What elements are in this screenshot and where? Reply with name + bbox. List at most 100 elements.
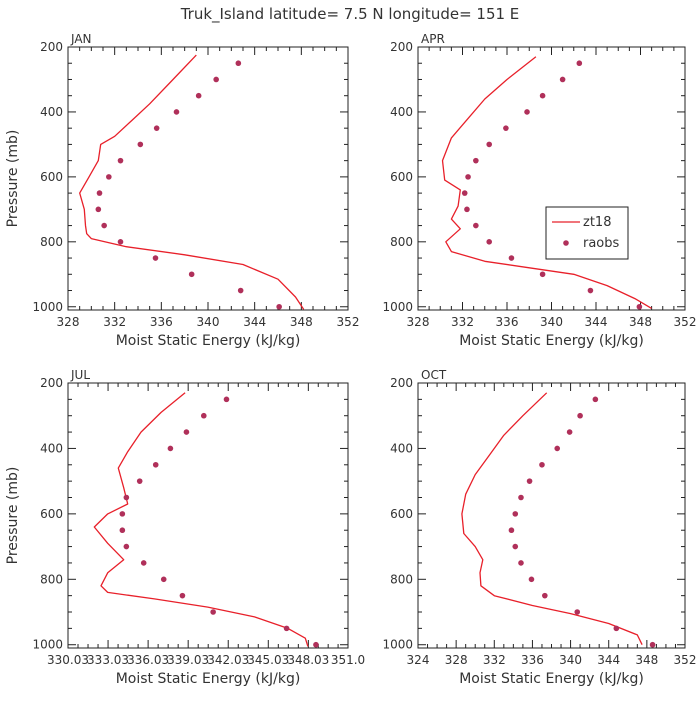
data-point-raobs xyxy=(237,287,244,294)
x-axis-label: Moist Static Energy (kJ/kg) xyxy=(459,333,644,349)
data-point-raobs xyxy=(473,157,479,164)
data-point-raobs xyxy=(566,429,573,435)
x-axis-label: Moist Static Energy (kJ/kg) xyxy=(116,333,301,349)
series-line-zt18 xyxy=(93,392,309,647)
y-tick-label: 400 xyxy=(390,105,413,119)
x-tick-label: 328 xyxy=(407,315,430,329)
data-point-raobs xyxy=(613,625,620,632)
data-point-raobs xyxy=(223,396,230,403)
legend-model-label: zt18 xyxy=(583,215,611,230)
data-point-raobs xyxy=(636,303,643,310)
data-point-raobs xyxy=(152,255,159,261)
data-point-raobs xyxy=(508,527,515,534)
y-tick-label: 800 xyxy=(40,235,63,249)
data-point-raobs xyxy=(512,511,519,517)
y-tick-label: 200 xyxy=(390,376,413,390)
x-tick-label: 342.03 xyxy=(207,653,249,667)
data-point-raobs xyxy=(136,478,143,484)
y-axis-label: Pressure (mb) xyxy=(5,467,21,565)
data-point-raobs xyxy=(167,445,174,452)
data-point-raobs xyxy=(95,206,102,213)
data-point-raobs xyxy=(96,190,103,196)
y-tick-label: 200 xyxy=(40,40,63,54)
panels: JAN 328 332 336 340 344 348 352 200 400 600 800 1000… xyxy=(5,32,696,687)
data-point-raobs xyxy=(649,641,656,648)
data-point-raobs xyxy=(123,543,130,550)
data-point-raobs xyxy=(539,271,546,278)
x-tick-label: 324 xyxy=(407,653,430,667)
data-point-raobs xyxy=(542,592,548,599)
y-tick-label: 400 xyxy=(40,441,63,455)
data-point-raobs xyxy=(152,461,159,468)
x-tick-label: 348 xyxy=(635,653,658,667)
y-tick-label: 600 xyxy=(40,170,63,184)
panel-label: JUL xyxy=(70,368,90,382)
plot-frame xyxy=(417,382,686,649)
figure-title: Truk_Island latitude= 7.5 N longitude= 1… xyxy=(180,5,520,24)
x-tick-label: 345.03 xyxy=(247,653,289,667)
data-point-raobs xyxy=(210,609,216,615)
series-line-zt18 xyxy=(441,56,652,309)
data-point-raobs xyxy=(486,141,493,148)
series-line-zt18 xyxy=(461,392,643,645)
x-tick-label: 344 xyxy=(597,653,620,667)
data-point-raobs xyxy=(313,641,319,648)
data-point-raobs xyxy=(119,527,126,534)
x-tick-label: 336 xyxy=(150,315,173,329)
panel-jan: JAN 328 332 336 340 344 348 352 200 400 600 800 1000… xyxy=(5,32,359,349)
data-point-raobs xyxy=(503,125,509,131)
data-point-raobs xyxy=(526,478,533,484)
x-tick-label: 332 xyxy=(451,315,474,329)
x-tick-label: 340 xyxy=(559,653,582,667)
legend-point-swatch xyxy=(563,240,569,246)
x-tick-label: 348 xyxy=(629,315,652,329)
data-point-raobs xyxy=(587,287,594,294)
data-point-raobs xyxy=(576,60,583,67)
data-point-raobs xyxy=(137,141,144,148)
data-point-raobs xyxy=(465,174,471,180)
y-tick-label: 1000 xyxy=(382,638,413,652)
panel-label: OCT xyxy=(421,368,447,382)
x-tick-label: 348.03 xyxy=(287,653,329,667)
y-tick-label: 200 xyxy=(390,40,413,54)
y-tick-label: 200 xyxy=(40,376,63,390)
legend-box xyxy=(545,206,629,260)
x-tick-label: 340 xyxy=(540,315,563,329)
x-tick-label: 344 xyxy=(585,315,608,329)
data-point-raobs xyxy=(486,239,493,245)
x-tick-label: 352 xyxy=(674,653,697,667)
y-tick-label: 600 xyxy=(390,170,413,184)
x-tick-label: 344 xyxy=(243,315,266,329)
data-point-raobs xyxy=(123,494,130,501)
data-point-raobs xyxy=(101,222,107,229)
data-point-raobs xyxy=(592,396,599,403)
data-point-raobs xyxy=(117,239,124,245)
data-point-raobs xyxy=(183,429,190,435)
data-point-raobs xyxy=(508,255,515,261)
data-point-raobs xyxy=(119,511,126,517)
data-point-raobs xyxy=(195,92,202,99)
data-point-raobs xyxy=(528,576,535,583)
data-point-raobs xyxy=(179,592,186,599)
data-point-raobs xyxy=(554,445,561,452)
data-point-raobs xyxy=(461,190,468,196)
data-point-raobs xyxy=(518,560,524,566)
data-point-raobs xyxy=(117,157,124,164)
data-point-raobs xyxy=(140,560,147,566)
x-tick-label: 332 xyxy=(483,653,506,667)
legend: zt18 raobs xyxy=(545,206,629,260)
data-point-raobs xyxy=(153,125,160,131)
x-tick-label: 340 xyxy=(197,315,220,329)
x-tick-label: 333.03 xyxy=(87,653,129,667)
y-tick-label: 1000 xyxy=(32,638,63,652)
panel-label: JAN xyxy=(70,32,92,46)
data-point-raobs xyxy=(188,271,195,278)
data-point-raobs xyxy=(559,76,566,83)
data-point-raobs xyxy=(213,76,219,83)
y-axis-label: Pressure (mb) xyxy=(5,130,21,228)
data-point-raobs xyxy=(577,412,583,419)
x-tick-label: 328 xyxy=(57,315,80,329)
x-tick-label: 339.03 xyxy=(167,653,209,667)
data-point-raobs xyxy=(524,109,530,115)
